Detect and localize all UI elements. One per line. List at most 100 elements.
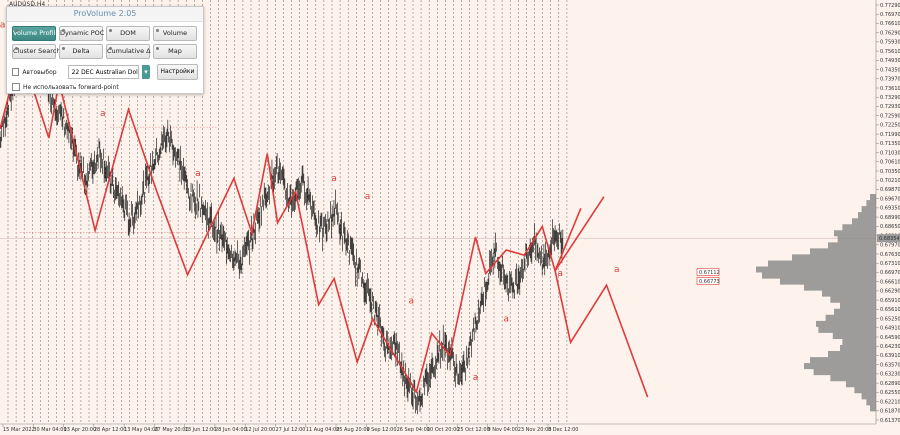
auto-select-checkbox[interactable]: [12, 68, 20, 76]
cluster-search-button[interactable]: Cluster Search: [12, 44, 60, 59]
forward-point-checkbox[interactable]: [12, 83, 20, 91]
wave-label: a: [558, 269, 564, 279]
auto-select-label: Автовыбор: [22, 68, 57, 76]
y-tick-label: 0.71350: [880, 141, 900, 147]
level-marker-label: 0.66773: [699, 279, 720, 285]
x-tick-label: 27 Jul 12:00: [276, 427, 306, 433]
x-tick-label: 28 Apr 12:00: [94, 427, 127, 433]
dot-icon: [156, 29, 159, 32]
x-tick-label: 27 May 20:00: [154, 427, 188, 433]
y-tick-label: 0.70610: [880, 160, 900, 166]
y-tick-label: 0.72250: [880, 123, 900, 129]
x-tick-label: 25 Oct 12:00: [457, 427, 490, 433]
y-tick-label: 0.61870: [880, 409, 900, 415]
y-tick-label: 0.71030: [880, 150, 900, 156]
x-tick-label: 25 Aug 20:00: [336, 427, 370, 433]
y-tick-label: 0.64230: [880, 344, 900, 350]
button-label: Map: [168, 47, 182, 55]
y-tick-label: 0.66610: [880, 279, 900, 285]
y-tick-label: 0.73970: [880, 77, 900, 83]
volume-profile-button[interactable]: Volume Profile: [12, 26, 60, 41]
wave-lines: [0, 40, 649, 398]
symbol-label: AUDUSD,H4: [9, 1, 46, 8]
y-tick-label: 0.63230: [880, 372, 900, 378]
settings-button[interactable]: Настройки: [157, 64, 198, 80]
y-tick-label: 0.62550: [880, 390, 900, 396]
map-button[interactable]: Map: [153, 44, 197, 59]
x-tick-label: 15 Mar 2022: [3, 427, 35, 433]
wave-label: a: [408, 296, 414, 306]
y-tick-label: 0.63910: [880, 353, 900, 359]
volume-profile: [756, 194, 876, 412]
dom-button[interactable]: DOM: [106, 26, 150, 41]
dot-icon: [156, 47, 159, 50]
button-label: Cluster Search: [13, 47, 61, 55]
y-tick-label: 0.68650: [880, 224, 900, 230]
level-marker-box: [696, 268, 720, 276]
wave-label: a: [0, 20, 5, 30]
level-marker-label: 0.67112: [699, 270, 720, 276]
y-tick-label: 0.67970: [880, 243, 900, 249]
y-tick-label: 0.72930: [880, 104, 900, 110]
button-label: Volume: [162, 29, 188, 37]
y-tick-label: 0.63570: [880, 362, 900, 368]
panel-button-grid: Volume Profile Dynamic POC DOM Volume Cl…: [7, 22, 203, 59]
button-label: Cumulative Δ: [107, 47, 151, 55]
level-marker-box: [696, 277, 720, 285]
x-tick-label: 9 Sep 12:00: [366, 427, 396, 433]
cumulative-delta-button[interactable]: Cumulative Δ: [106, 44, 151, 59]
x-tick-label: 13 May 04:00: [124, 427, 158, 433]
volume-button[interactable]: Volume: [153, 26, 197, 41]
wave-line: [0, 40, 582, 394]
x-tick-label: 12 Jul 20:00: [245, 427, 275, 433]
x-tick-label: 10 Oct 20:00: [427, 427, 460, 433]
wave-label: a: [100, 109, 106, 119]
dot-icon: [109, 47, 112, 50]
y-tick-label: 0.64910: [880, 326, 900, 332]
dynamic-poc-button[interactable]: Dynamic POC: [59, 26, 104, 41]
wave-label: a: [195, 169, 201, 179]
y-tick-label: 0.77290: [880, 3, 900, 9]
y-tick-label: 0.75930: [880, 40, 900, 46]
y-tick-label: 0.74930: [880, 58, 900, 64]
x-tick-label: 28 Jun 04:00: [215, 427, 247, 433]
wave-label: a: [473, 373, 479, 383]
delta-button[interactable]: Delta: [59, 44, 103, 59]
button-label: Volume Profile: [13, 29, 60, 37]
y-tick-label: 0.69670: [880, 196, 900, 202]
button-label: Delta: [72, 47, 90, 55]
dot-icon: [15, 47, 18, 50]
reference-lines: [0, 126, 876, 239]
level-markers: 0.68354 0.67112 0.66773: [696, 234, 900, 285]
x-tick-label: 13 Apr 20:00: [64, 427, 97, 433]
x-tick-label: 8 Dec 12:00: [548, 427, 578, 433]
y-tick-label: 0.72590: [880, 113, 900, 119]
x-tick-label: 30 Mar 04:00: [33, 427, 66, 433]
chevron-down-icon[interactable]: ▾: [142, 65, 150, 79]
y-tick-label: 0.76610: [880, 21, 900, 27]
y-tick-label: 0.65610: [880, 307, 900, 313]
y-tick-label: 0.71990: [880, 132, 900, 138]
y-axis-ticks: 0.77290 0.76970 0.76610 0.76290 0.75930 0.756…: [876, 3, 900, 424]
instrument-select[interactable]: 22 DEC Australian Dollar: [67, 65, 140, 79]
y-tick-label: 0.62890: [880, 381, 900, 387]
y-tick-label: 0.66290: [880, 289, 900, 295]
y-tick-label: 0.73290: [880, 95, 900, 101]
dot-icon: [62, 47, 65, 50]
y-tick-label: 0.65910: [880, 298, 900, 304]
y-tick-label: 0.76290: [880, 30, 900, 36]
projection-line: [554, 196, 605, 272]
instrument-row: Автовыбор 22 DEC Australian Dollar ▾ Нас…: [7, 59, 203, 80]
projection-line: [554, 270, 649, 398]
current-price-badge: [877, 234, 900, 243]
y-tick-label: 0.67310: [880, 261, 900, 267]
wave-label: a: [365, 192, 371, 202]
x-tick-label: 9 Nov 04:00: [487, 427, 518, 433]
y-tick-label: 0.70350: [880, 169, 900, 175]
y-tick-label: 0.62210: [880, 399, 900, 405]
wave-label: a: [331, 174, 337, 184]
y-tick-label: 0.64590: [880, 335, 900, 341]
wave-label: a: [504, 315, 510, 325]
